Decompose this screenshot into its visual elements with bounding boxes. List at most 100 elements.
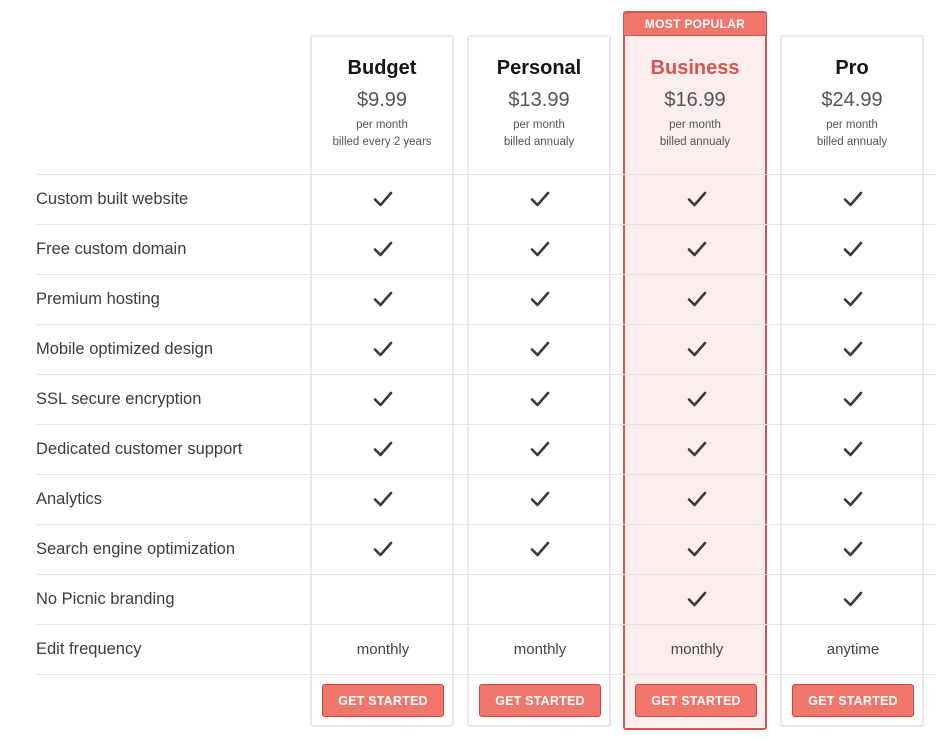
feature-cell-business xyxy=(625,274,769,324)
feature-cell-personal xyxy=(468,574,612,624)
feature-cell-business xyxy=(625,524,769,574)
feature-cell-business xyxy=(625,224,769,274)
check-icon xyxy=(373,341,393,357)
row-divider xyxy=(36,224,936,225)
feature-cell-business xyxy=(625,374,769,424)
feature-cell-budget xyxy=(311,174,455,224)
feature-label: Analytics xyxy=(36,489,103,508)
feature-cell-budget xyxy=(311,424,455,474)
row-divider xyxy=(36,674,936,675)
check-icon xyxy=(843,191,863,207)
check-icon xyxy=(530,441,550,457)
feature-cell-pro xyxy=(781,224,925,274)
plan-card-business: MOST POPULAR Business $16.99 per month b… xyxy=(623,11,767,730)
feature-label: No Picnic branding xyxy=(36,589,175,608)
row-divider xyxy=(36,424,936,425)
row-divider xyxy=(36,374,936,375)
feature-cell-pro xyxy=(781,424,925,474)
plan-billing-text: billed annualy xyxy=(659,136,731,148)
feature-cell-pro xyxy=(781,324,925,374)
feature-cell-business xyxy=(625,174,769,224)
check-icon xyxy=(530,391,550,407)
check-icon xyxy=(530,491,550,507)
row-divider xyxy=(36,324,936,325)
row-divider xyxy=(36,624,936,625)
check-icon xyxy=(373,441,393,457)
check-icon xyxy=(843,241,863,257)
feature-label: Mobile optimized design xyxy=(36,339,214,358)
edit-frequency-budget: monthly xyxy=(311,624,455,674)
get-started-button-budget[interactable]: GET STARTED xyxy=(322,684,444,717)
get-started-button-business[interactable]: GET STARTED xyxy=(635,684,757,717)
plan-card-budget: Budget $9.99 per month billed every 2 ye… xyxy=(310,35,454,727)
check-icon xyxy=(843,491,863,507)
check-icon xyxy=(530,341,550,357)
check-icon xyxy=(530,541,550,557)
feature-cell-budget xyxy=(311,224,455,274)
feature-cell-personal xyxy=(468,424,612,474)
feature-cell-business xyxy=(625,324,769,374)
feature-cell-budget xyxy=(311,574,455,624)
plan-header: Pro $24.99 per month billed annualy xyxy=(782,55,922,151)
plan-period: per month billed annualy xyxy=(625,117,765,151)
feature-label: Search engine optimization xyxy=(36,539,236,558)
feature-cell-budget xyxy=(311,524,455,574)
edit-frequency-value: monthly xyxy=(513,640,567,658)
feature-cell-budget xyxy=(311,274,455,324)
check-icon xyxy=(373,191,393,207)
plan-period: per month billed annualy xyxy=(469,117,609,151)
get-started-button-personal[interactable]: GET STARTED xyxy=(479,684,601,717)
most-popular-badge: MOST POPULAR xyxy=(623,12,767,36)
feature-cell-personal xyxy=(468,274,612,324)
feature-cell-personal xyxy=(468,324,612,374)
edit-frequency-value: monthly xyxy=(670,640,724,658)
feature-cell-personal xyxy=(468,524,612,574)
plan-period-text: per month xyxy=(513,119,565,131)
check-icon xyxy=(687,441,707,457)
plan-price: $13.99 xyxy=(508,89,570,111)
plan-period-text: per month xyxy=(826,119,878,131)
feature-label: Premium hosting xyxy=(36,289,160,308)
feature-cell-personal xyxy=(468,224,612,274)
feature-cell-budget xyxy=(311,324,455,374)
plan-price: $24.99 xyxy=(821,89,883,111)
plan-period-text: per month xyxy=(356,119,408,131)
plan-header: Business $16.99 per month billed annualy xyxy=(625,55,765,151)
feature-cell-pro xyxy=(781,524,925,574)
feature-label: Free custom domain xyxy=(36,239,187,258)
feature-cell-business xyxy=(625,424,769,474)
check-icon xyxy=(687,391,707,407)
check-icon xyxy=(373,241,393,257)
feature-cell-personal xyxy=(468,474,612,524)
plan-header: Budget $9.99 per month billed every 2 ye… xyxy=(312,55,452,151)
check-icon xyxy=(843,391,863,407)
plan-period: per month billed every 2 years xyxy=(312,117,452,151)
row-divider xyxy=(36,574,936,575)
check-icon xyxy=(843,341,863,357)
plan-name: Pro xyxy=(835,57,869,79)
row-divider xyxy=(36,174,936,175)
plan-billing-text: billed annualy xyxy=(816,136,888,148)
plan-card-pro: Pro $24.99 per month billed annualy xyxy=(780,35,924,727)
feature-cell-personal xyxy=(468,174,612,224)
check-icon xyxy=(687,491,707,507)
check-icon xyxy=(687,291,707,307)
feature-cell-business xyxy=(625,574,769,624)
get-started-button-pro[interactable]: GET STARTED xyxy=(792,684,914,717)
plan-card-personal: Personal $13.99 per month billed annualy xyxy=(467,35,611,727)
feature-cell-business xyxy=(625,474,769,524)
check-icon xyxy=(530,241,550,257)
check-icon xyxy=(373,541,393,557)
edit-frequency-value: monthly xyxy=(356,640,410,658)
feature-cell-pro xyxy=(781,574,925,624)
check-icon xyxy=(843,541,863,557)
edit-frequency-pro: anytime xyxy=(781,624,925,674)
check-icon xyxy=(843,291,863,307)
feature-cell-pro xyxy=(781,374,925,424)
feature-label: SSL secure encryption xyxy=(36,389,202,408)
check-icon xyxy=(687,541,707,557)
check-icon xyxy=(530,191,550,207)
check-icon xyxy=(687,191,707,207)
check-icon xyxy=(530,291,550,307)
row-divider xyxy=(36,524,936,525)
